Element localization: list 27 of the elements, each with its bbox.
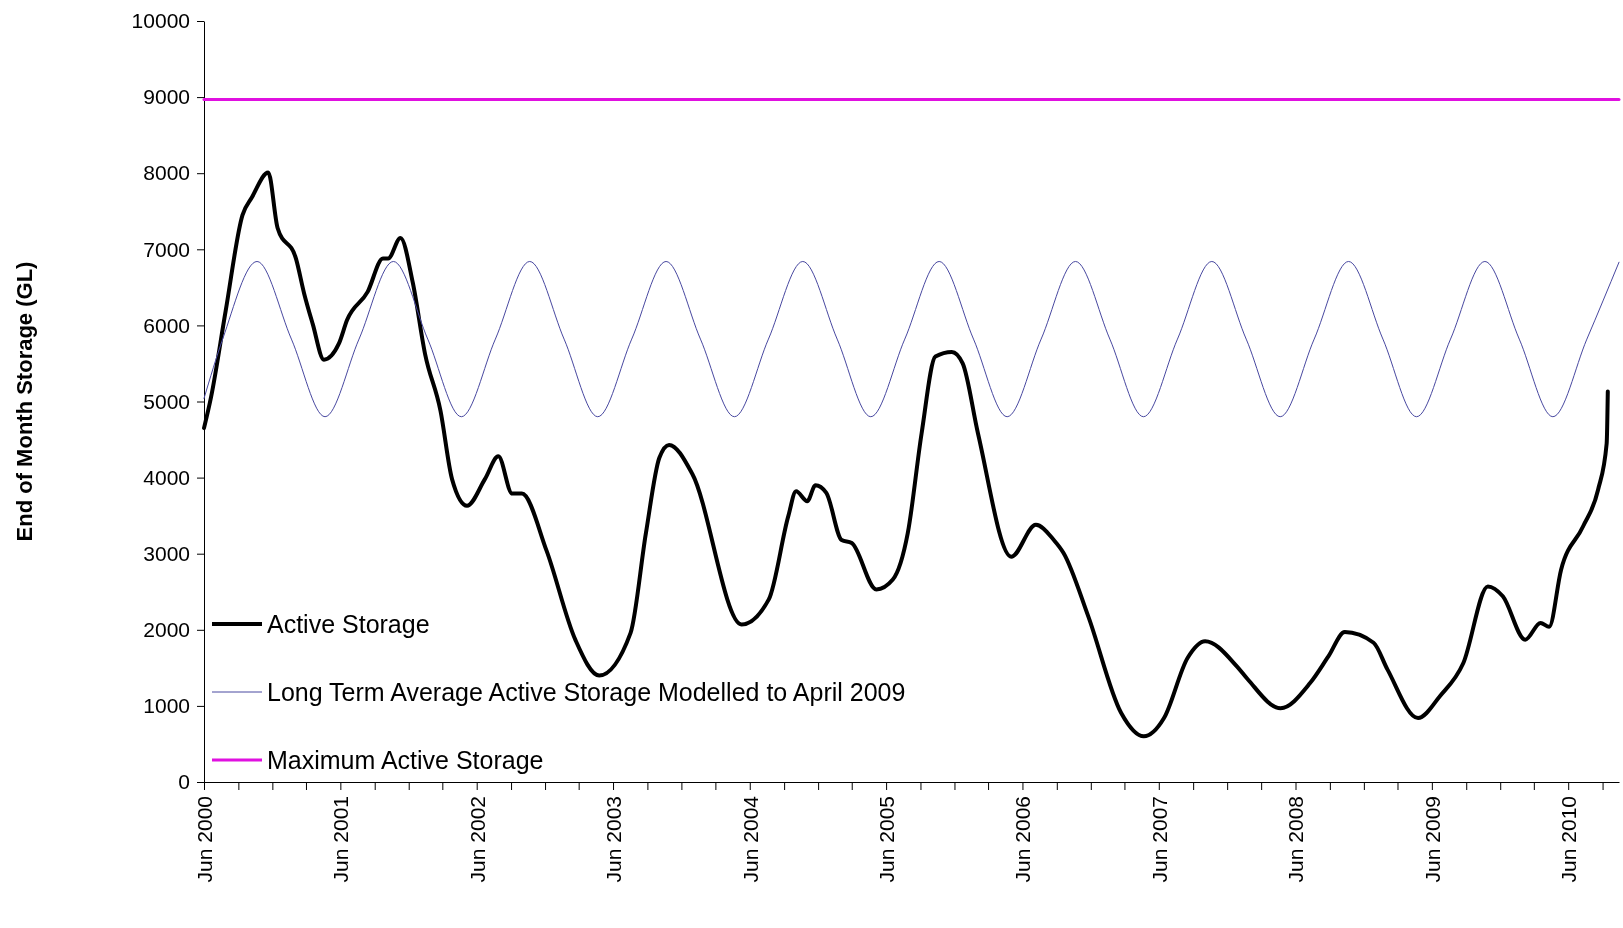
x-tick-label: Jun 2007 (1147, 796, 1171, 883)
x-tick-label: Jun 2003 (601, 796, 625, 883)
line-series (203, 260, 1620, 418)
y-tick-label: 2000 (143, 618, 190, 642)
legend-label: Active Storage (267, 609, 430, 638)
y-axis-title: End of Month Storage (GL) (12, 261, 37, 542)
y-tick-label: 10000 (131, 9, 190, 33)
y-tick-label: 9000 (143, 85, 190, 109)
y-tick-label: 3000 (143, 541, 190, 565)
x-tick-label: Jun 2005 (874, 796, 898, 883)
y-tick-label: 1000 (143, 694, 190, 718)
y-tick-label: 4000 (143, 465, 190, 489)
y-tick-label: 0 (178, 770, 190, 794)
y-tick-label: 5000 (143, 389, 190, 413)
x-tick-label: Jun 2010 (1557, 796, 1581, 883)
y-tick-label: 6000 (143, 313, 190, 337)
x-tick-label: Jun 2004 (738, 795, 762, 883)
legend-label: Maximum Active Storage (267, 745, 544, 774)
x-tick-label: Jun 2006 (1011, 796, 1035, 883)
x-tick-label: Jun 2002 (465, 796, 489, 883)
legend-label: Long Term Average Active Storage Modelled to April 2009 (267, 677, 906, 706)
x-tick-label: Jun 2001 (329, 796, 353, 883)
y-tick-label: 8000 (143, 161, 190, 185)
y-tick-label: 7000 (143, 237, 190, 261)
x-tick-label: Jun 2008 (1284, 796, 1308, 883)
x-tick-label: Jun 2000 (192, 796, 216, 883)
x-tick-label: Jun 2009 (1420, 796, 1444, 883)
